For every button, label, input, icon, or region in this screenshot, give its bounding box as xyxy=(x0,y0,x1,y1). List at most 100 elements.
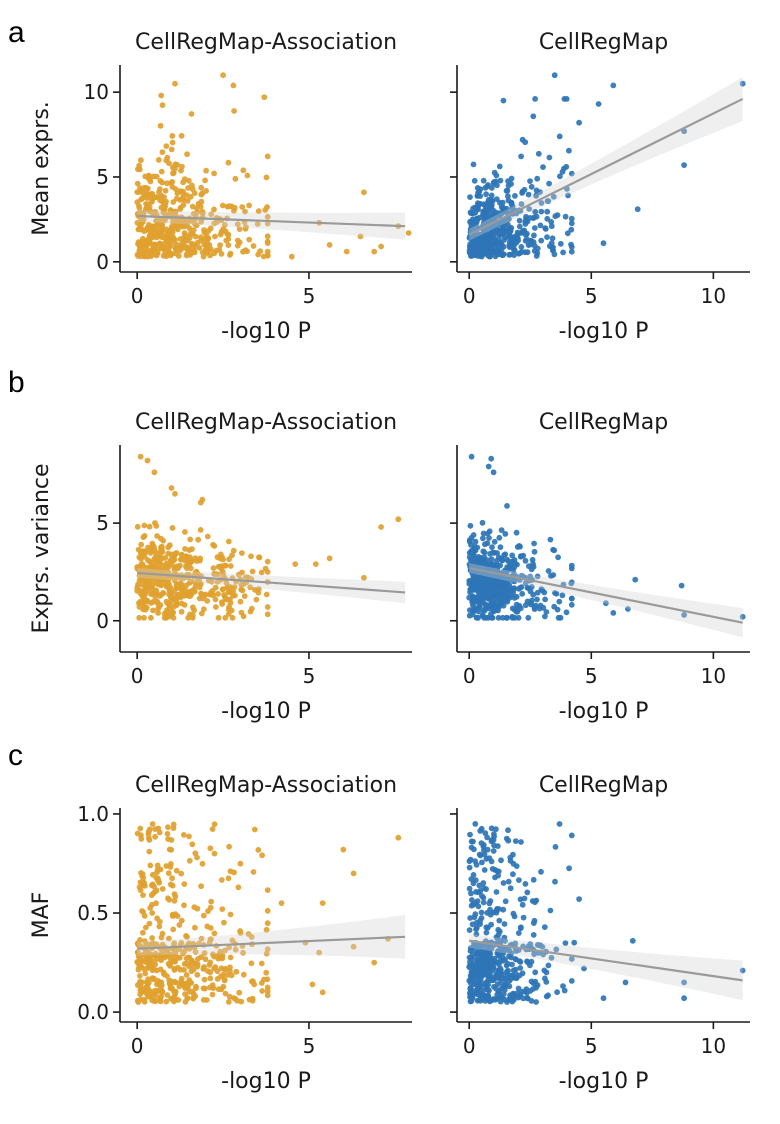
data-point xyxy=(232,175,239,182)
data-point xyxy=(175,253,182,259)
data-point xyxy=(136,884,143,890)
data-point xyxy=(190,995,197,1001)
data-point xyxy=(538,586,545,592)
data-point xyxy=(198,883,205,890)
data-point xyxy=(545,198,552,205)
data-point xyxy=(182,232,189,239)
data-point xyxy=(172,240,179,247)
data-point xyxy=(512,956,519,962)
data-point xyxy=(202,985,208,992)
data-point xyxy=(499,578,506,584)
plot-title: CellRegMap-Association xyxy=(135,773,397,798)
data-point xyxy=(469,921,476,928)
data-point xyxy=(480,578,487,585)
data-point xyxy=(513,237,520,244)
data-point xyxy=(178,940,185,946)
data-point xyxy=(227,250,234,257)
data-point xyxy=(556,133,563,140)
data-point xyxy=(552,844,559,850)
data-point xyxy=(538,868,544,875)
data-point xyxy=(170,170,176,177)
data-point xyxy=(371,959,378,966)
data-point xyxy=(204,533,211,540)
data-point xyxy=(528,566,535,573)
data-point xyxy=(145,828,152,835)
data-point xyxy=(603,600,609,607)
data-point xyxy=(177,206,184,213)
data-point xyxy=(568,226,575,233)
data-point xyxy=(168,593,175,600)
data-point xyxy=(200,912,207,919)
data-point xyxy=(203,997,210,1003)
x-axis-label: -log10 P xyxy=(221,319,311,344)
data-point xyxy=(189,546,195,552)
data-point xyxy=(510,910,517,917)
data-point xyxy=(207,925,214,931)
x-axis-label: -log10 P xyxy=(221,1069,311,1094)
data-point xyxy=(527,241,534,248)
data-point xyxy=(240,167,247,174)
data-point xyxy=(235,884,242,891)
data-point xyxy=(488,455,495,462)
data-point xyxy=(195,536,202,543)
data-point xyxy=(485,244,492,251)
data-point xyxy=(503,968,510,975)
data-point xyxy=(158,222,165,229)
data-point xyxy=(495,592,501,599)
data-point xyxy=(161,614,168,621)
data-point xyxy=(552,878,558,885)
data-point xyxy=(141,533,148,539)
data-point xyxy=(473,559,479,566)
data-point xyxy=(496,917,503,924)
data-point xyxy=(476,253,483,259)
data-point xyxy=(555,554,561,561)
data-point xyxy=(292,561,299,567)
data-point xyxy=(142,596,148,602)
data-point xyxy=(181,948,188,955)
data-point xyxy=(474,544,481,551)
data-point xyxy=(162,555,169,561)
data-point xyxy=(357,233,364,240)
data-point xyxy=(530,876,537,883)
data-point xyxy=(505,837,512,844)
data-point xyxy=(568,978,575,984)
data-point xyxy=(530,986,536,992)
data-point xyxy=(169,875,176,882)
data-point xyxy=(204,968,211,974)
data-point xyxy=(171,940,178,947)
data-point xyxy=(140,875,147,881)
data-point xyxy=(159,179,166,186)
x-tick-label: 5 xyxy=(585,664,598,688)
data-point xyxy=(142,590,149,597)
data-point xyxy=(522,249,528,256)
data-point xyxy=(248,553,254,560)
data-point xyxy=(153,941,160,948)
data-point xyxy=(183,244,190,250)
data-point xyxy=(227,563,234,569)
data-point xyxy=(168,180,174,186)
data-point xyxy=(319,900,326,906)
data-point xyxy=(192,960,199,967)
data-point xyxy=(507,563,514,570)
data-point xyxy=(238,998,245,1005)
data-point xyxy=(173,602,180,609)
regression-line xyxy=(137,935,406,950)
data-point xyxy=(560,249,566,256)
data-point xyxy=(194,905,201,912)
data-point xyxy=(172,209,179,216)
data-point xyxy=(204,598,211,604)
data-point xyxy=(214,976,221,982)
data-point xyxy=(467,226,474,233)
data-point xyxy=(158,168,165,175)
data-point xyxy=(207,975,214,982)
data-point xyxy=(250,869,257,875)
data-point xyxy=(556,821,563,827)
data-point xyxy=(488,202,495,208)
data-point xyxy=(158,92,165,99)
data-point xyxy=(483,929,490,936)
data-point xyxy=(148,614,154,621)
data-point xyxy=(494,213,501,219)
data-point xyxy=(498,527,505,533)
data-point xyxy=(169,139,176,146)
data-point xyxy=(473,950,480,957)
